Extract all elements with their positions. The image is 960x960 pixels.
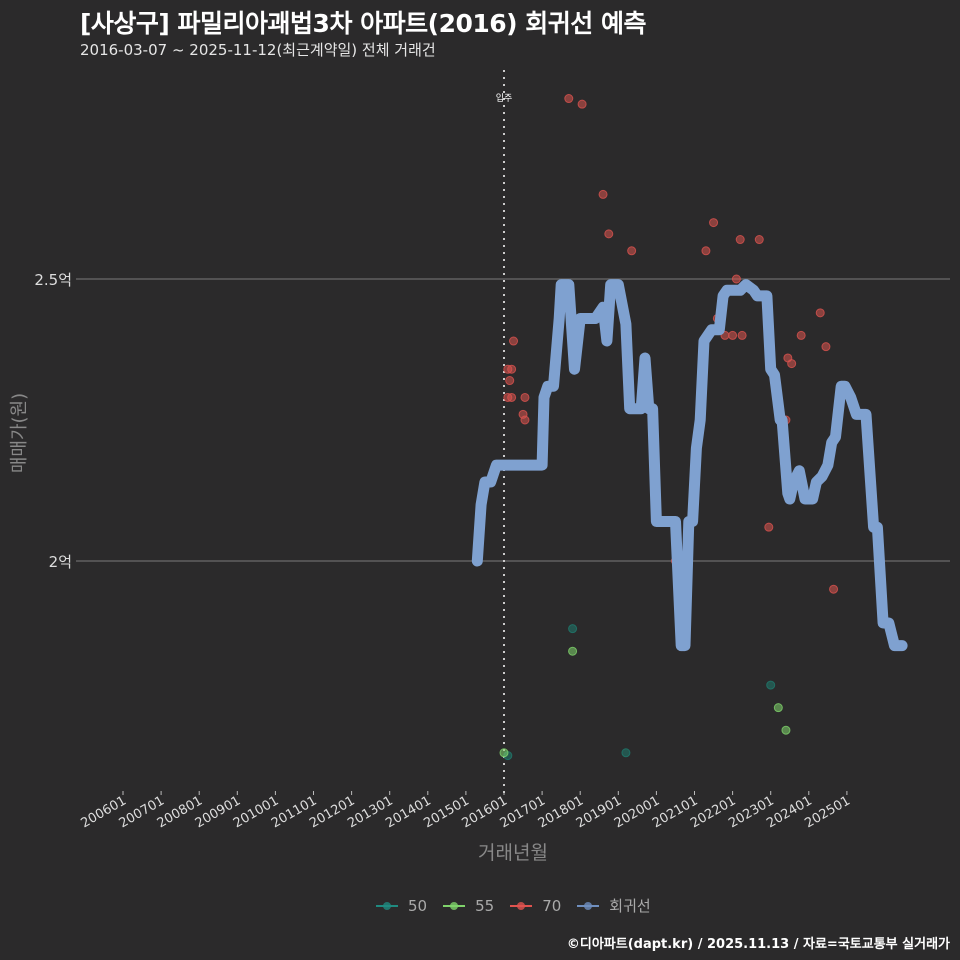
legend-key-icon <box>577 900 600 912</box>
y-tick-label: 2억 <box>49 553 72 571</box>
data-point <box>821 342 831 352</box>
data-point <box>766 680 776 690</box>
data-point <box>568 624 578 634</box>
source-caption: ©디아파트(dapt.kr) / 2025.11.13 / 자료=국토교통부 실… <box>566 937 950 952</box>
data-point <box>709 218 719 228</box>
data-point <box>507 364 517 374</box>
data-point <box>621 748 631 758</box>
data-point <box>568 646 578 656</box>
chart-subtitle: 2016-03-07 ~ 2025-11-12(최근계약일) 전체 거래건 <box>80 41 436 59</box>
legend-label: 50 <box>408 896 428 915</box>
regression-line <box>471 279 908 652</box>
data-point <box>735 235 745 245</box>
legend-key-icon <box>443 900 466 912</box>
legend-item-55: 55 <box>443 897 494 915</box>
chart-legend: 50 55 70 회귀선 <box>376 895 657 916</box>
data-point <box>764 522 774 532</box>
move-in-label: 입주 <box>496 92 513 104</box>
data-point <box>520 415 530 425</box>
data-point <box>737 330 747 340</box>
y-tick-label: 2.5억 <box>34 271 72 289</box>
data-point <box>731 274 741 284</box>
series-50 <box>503 624 776 761</box>
data-point <box>564 94 574 104</box>
data-point <box>787 359 797 369</box>
data-point <box>505 376 515 386</box>
data-point <box>754 235 764 245</box>
legend-label: 70 <box>542 896 562 915</box>
data-point <box>499 748 509 758</box>
data-point <box>701 246 711 256</box>
legend-label: 회귀선 <box>609 897 651 915</box>
chart-title: [사상구] 파밀리아괘법3차 아파트(2016) 회귀선 예측 <box>80 9 647 38</box>
data-point <box>598 189 608 199</box>
y-axis-label: 매매가(원) <box>9 392 31 474</box>
data-point <box>773 703 783 713</box>
data-point <box>796 330 806 340</box>
legend-label: 55 <box>475 896 495 915</box>
data-point <box>829 584 839 594</box>
legend-key-icon <box>510 900 533 912</box>
data-point <box>520 392 530 402</box>
data-point <box>815 308 825 318</box>
data-point <box>507 392 517 402</box>
data-point <box>604 229 614 239</box>
legend-key-icon <box>376 900 398 912</box>
data-point <box>627 246 637 256</box>
legend-item-70: 70 <box>510 897 561 915</box>
legend-item-50: 50 <box>376 897 427 915</box>
data-point <box>577 99 587 109</box>
data-point <box>509 336 519 346</box>
data-point <box>781 725 791 735</box>
legend-item-회귀선: 회귀선 <box>577 895 651 916</box>
series-55 <box>499 646 791 758</box>
data-point <box>728 330 738 340</box>
x-axis-label: 거래년월 <box>478 842 548 864</box>
